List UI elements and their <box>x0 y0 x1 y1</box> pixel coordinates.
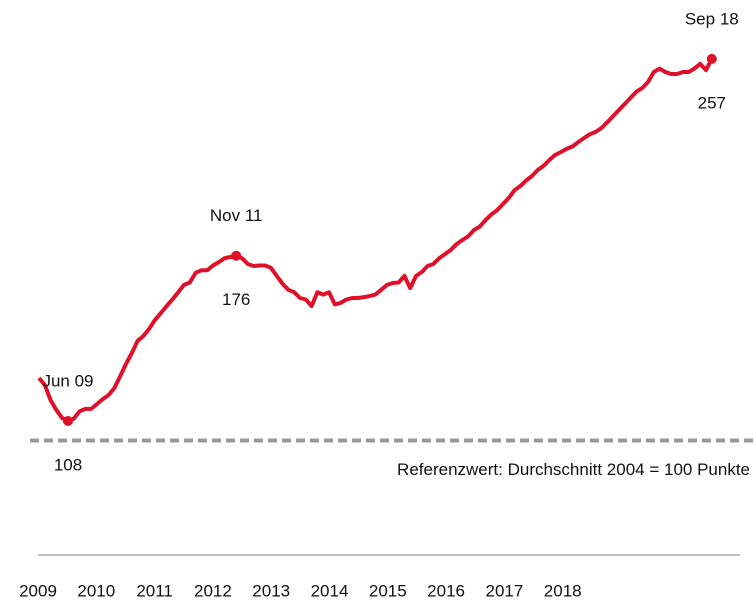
annotation-value: 257 <box>698 93 726 112</box>
x-tick-label: 2012 <box>194 581 232 600</box>
x-tick-label: 2016 <box>427 581 465 600</box>
x-tick-label: 2017 <box>485 581 523 600</box>
x-tick-label: 2015 <box>369 581 407 600</box>
annotation-label: Sep 18 <box>685 9 739 28</box>
annotation-label: Jun 09 <box>42 371 93 390</box>
reference-label: Referenzwert: Durchschnitt 2004 = 100 Pu… <box>397 460 750 479</box>
annotation-value: 108 <box>54 455 82 474</box>
annotation-label: Nov 11 <box>210 206 263 225</box>
highlight-point <box>63 416 73 427</box>
x-tick-label: 2011 <box>136 581 173 600</box>
highlight-point <box>231 250 242 261</box>
highlight-point <box>706 53 717 64</box>
x-tick-label: 2009 <box>19 581 57 600</box>
x-tick-label: 2010 <box>77 581 115 600</box>
x-tick-label: 2018 <box>544 581 582 600</box>
x-tick-label: 2014 <box>311 581 349 600</box>
x-tick-label: 2013 <box>252 581 290 600</box>
annotation-value: 176 <box>222 290 250 309</box>
line <box>37 57 714 423</box>
